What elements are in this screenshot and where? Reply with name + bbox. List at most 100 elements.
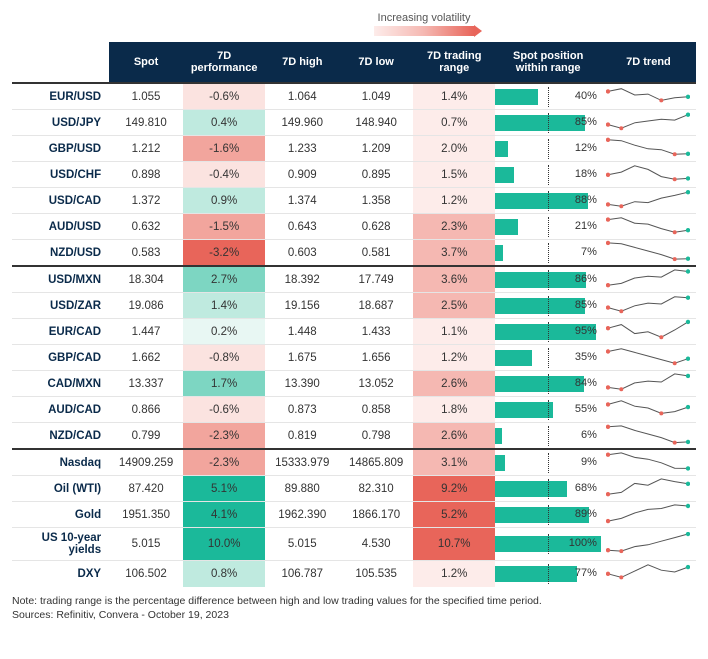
volatility-label: Increasing volatility [152, 12, 696, 24]
perf-cell: -2.3% [183, 423, 265, 450]
range-cell: 2.0% [413, 136, 495, 162]
spot-value: 1951.350 [109, 502, 183, 528]
range-cell: 1.2% [413, 188, 495, 214]
spot-value: 19.086 [109, 293, 183, 319]
high-value: 5.015 [265, 528, 339, 561]
row-label: CAD/MXN [12, 371, 109, 397]
low-value: 0.628 [339, 214, 413, 240]
volatility-gradient [374, 26, 474, 36]
table-row: NZD/CAD0.799-2.3%0.8190.7982.6%6% [12, 423, 696, 450]
col-pos: Spot position within range [495, 42, 601, 83]
perf-cell: 4.1% [183, 502, 265, 528]
position-bar: 55% [495, 397, 601, 423]
high-value: 0.643 [265, 214, 339, 240]
row-label: NZD/CAD [12, 423, 109, 450]
row-label: USD/CHF [12, 162, 109, 188]
sparkline [601, 397, 696, 423]
table-row: EUR/USD1.055-0.6%1.0641.0491.4%40% [12, 83, 696, 110]
sparkline [601, 449, 696, 476]
range-cell: 3.6% [413, 266, 495, 293]
range-cell: 2.3% [413, 214, 495, 240]
header-row: Spot7D performance7D high7D low7D tradin… [12, 42, 696, 83]
position-bar: 86% [495, 266, 601, 293]
perf-cell: -2.3% [183, 449, 265, 476]
table-row: USD/JPY149.8100.4%149.960148.9400.7%85% [12, 110, 696, 136]
spot-value: 0.799 [109, 423, 183, 450]
low-value: 1.656 [339, 345, 413, 371]
sparkline [601, 476, 696, 502]
position-bar: 89% [495, 502, 601, 528]
spot-value: 1.055 [109, 83, 183, 110]
perf-cell: 1.4% [183, 293, 265, 319]
sources: Sources: Refinitiv, Convera - October 19… [12, 609, 696, 621]
spot-value: 106.502 [109, 561, 183, 587]
high-value: 19.156 [265, 293, 339, 319]
table-row: USD/CHF0.898-0.4%0.9090.8951.5%18% [12, 162, 696, 188]
low-value: 1.433 [339, 319, 413, 345]
perf-cell: 1.7% [183, 371, 265, 397]
position-bar: 7% [495, 240, 601, 267]
row-label: USD/JPY [12, 110, 109, 136]
spot-value: 0.866 [109, 397, 183, 423]
perf-cell: -3.2% [183, 240, 265, 267]
low-value: 17.749 [339, 266, 413, 293]
high-value: 0.873 [265, 397, 339, 423]
position-bar: 6% [495, 423, 601, 450]
low-value: 0.581 [339, 240, 413, 267]
perf-cell: 0.8% [183, 561, 265, 587]
sparkline [601, 561, 696, 587]
position-bar: 68% [495, 476, 601, 502]
row-label: GBP/USD [12, 136, 109, 162]
range-cell: 1.1% [413, 319, 495, 345]
low-value: 0.895 [339, 162, 413, 188]
spot-value: 18.304 [109, 266, 183, 293]
range-cell: 0.7% [413, 110, 495, 136]
range-cell: 2.6% [413, 423, 495, 450]
col-high: 7D high [265, 42, 339, 83]
sparkline [601, 266, 696, 293]
col-name [12, 42, 109, 83]
position-bar: 84% [495, 371, 601, 397]
spot-value: 13.337 [109, 371, 183, 397]
spot-value: 5.015 [109, 528, 183, 561]
row-label: US 10-year yields [12, 528, 109, 561]
spot-value: 1.372 [109, 188, 183, 214]
range-cell: 1.2% [413, 345, 495, 371]
range-cell: 3.7% [413, 240, 495, 267]
position-bar: 9% [495, 449, 601, 476]
range-cell: 1.2% [413, 561, 495, 587]
row-label: Nasdaq [12, 449, 109, 476]
high-value: 1962.390 [265, 502, 339, 528]
position-bar: 21% [495, 214, 601, 240]
col-perf: 7D performance [183, 42, 265, 83]
high-value: 15333.979 [265, 449, 339, 476]
col-range: 7D trading range [413, 42, 495, 83]
table-row: USD/ZAR19.0861.4%19.15618.6872.5%85% [12, 293, 696, 319]
position-bar: 95% [495, 319, 601, 345]
table-row: DXY106.5020.8%106.787105.5351.2%77% [12, 561, 696, 587]
range-cell: 2.5% [413, 293, 495, 319]
spot-value: 0.583 [109, 240, 183, 267]
range-cell: 3.1% [413, 449, 495, 476]
position-bar: 40% [495, 83, 601, 110]
perf-cell: 2.7% [183, 266, 265, 293]
table-row: GBP/CAD1.662-0.8%1.6751.6561.2%35% [12, 345, 696, 371]
spot-value: 0.632 [109, 214, 183, 240]
table-row: AUD/CAD0.866-0.6%0.8730.8581.8%55% [12, 397, 696, 423]
table-row: US 10-year yields5.01510.0%5.0154.53010.… [12, 528, 696, 561]
perf-cell: 10.0% [183, 528, 265, 561]
position-bar: 18% [495, 162, 601, 188]
sparkline [601, 423, 696, 450]
low-value: 4.530 [339, 528, 413, 561]
position-bar: 100% [495, 528, 601, 561]
row-label: EUR/CAD [12, 319, 109, 345]
sparkline [601, 345, 696, 371]
spot-value: 1.212 [109, 136, 183, 162]
col-low: 7D low [339, 42, 413, 83]
spot-value: 14909.259 [109, 449, 183, 476]
position-bar: 35% [495, 345, 601, 371]
row-label: GBP/CAD [12, 345, 109, 371]
range-cell: 1.5% [413, 162, 495, 188]
perf-cell: 0.4% [183, 110, 265, 136]
row-label: USD/ZAR [12, 293, 109, 319]
